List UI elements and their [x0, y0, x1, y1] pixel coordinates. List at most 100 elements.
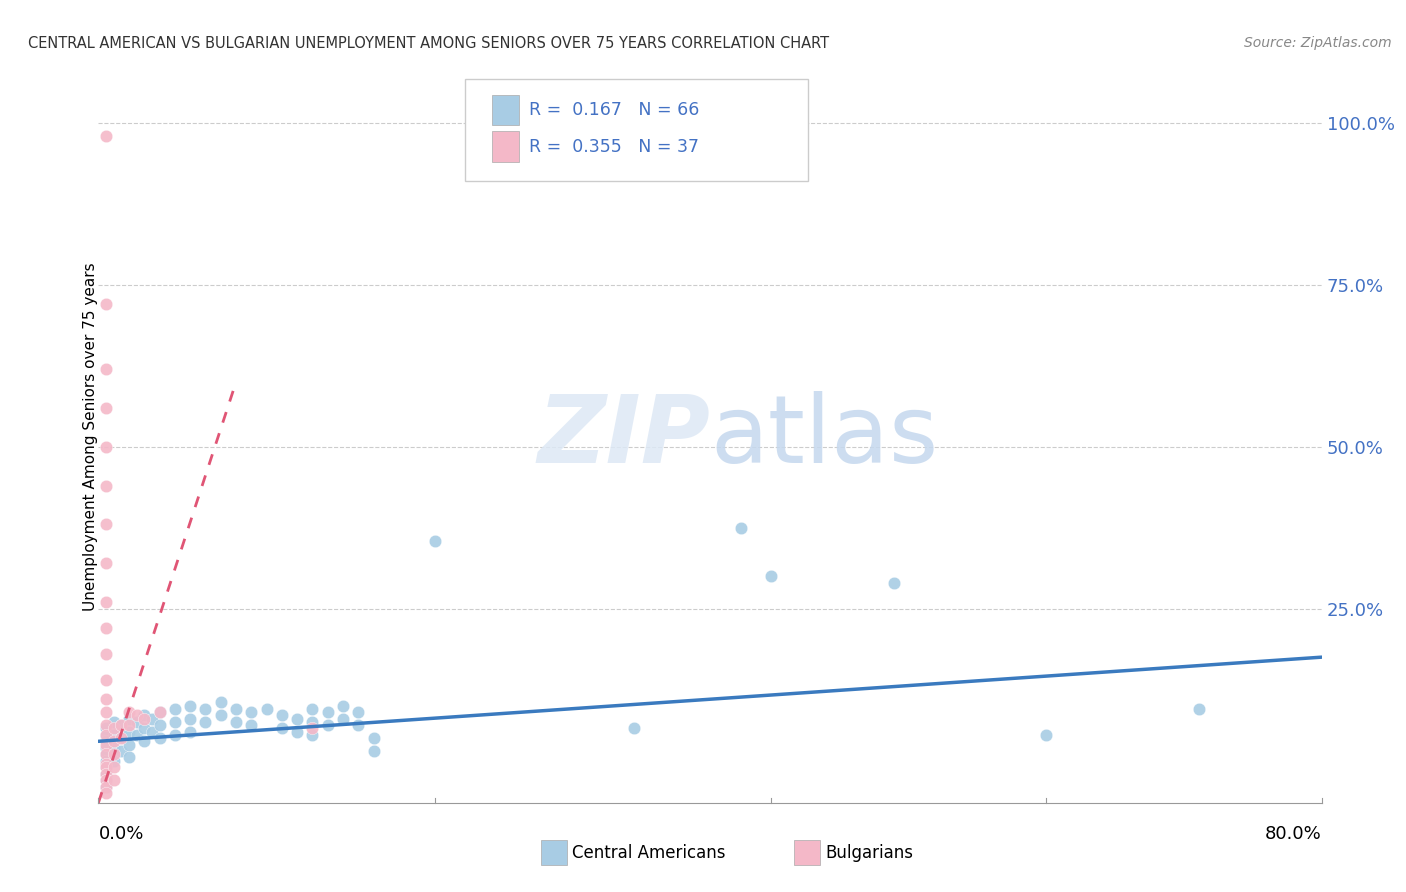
Point — [363, 731, 385, 745]
Point — [103, 773, 125, 788]
Point — [179, 712, 201, 726]
Point — [149, 705, 172, 719]
Point — [225, 702, 247, 716]
Point — [118, 712, 141, 726]
Point — [1035, 728, 1057, 742]
Point — [94, 786, 117, 800]
Point — [110, 718, 132, 732]
Point — [623, 722, 645, 736]
Point — [316, 718, 339, 732]
Point — [94, 621, 117, 635]
Point — [94, 692, 117, 706]
FancyBboxPatch shape — [465, 78, 808, 181]
Point — [103, 754, 125, 768]
Point — [134, 708, 156, 723]
Text: 80.0%: 80.0% — [1265, 825, 1322, 843]
Point — [759, 569, 782, 583]
FancyBboxPatch shape — [492, 95, 519, 126]
Point — [179, 698, 201, 713]
Point — [94, 297, 117, 311]
Point — [194, 702, 217, 716]
Point — [94, 718, 117, 732]
Point — [110, 731, 132, 745]
Point — [134, 712, 156, 726]
Point — [134, 734, 156, 748]
Point — [94, 760, 117, 774]
Point — [883, 575, 905, 590]
Point — [134, 722, 156, 736]
Point — [110, 744, 132, 758]
Point — [149, 731, 172, 745]
Point — [149, 705, 172, 719]
Point — [423, 533, 446, 548]
Point — [103, 760, 125, 774]
Point — [110, 731, 132, 745]
Point — [94, 756, 117, 771]
Point — [94, 747, 117, 762]
FancyBboxPatch shape — [492, 131, 519, 162]
Point — [179, 724, 201, 739]
Text: ZIP: ZIP — [537, 391, 710, 483]
Point — [285, 712, 308, 726]
Point — [94, 362, 117, 376]
Point — [94, 517, 117, 532]
Point — [110, 718, 132, 732]
Text: atlas: atlas — [710, 391, 938, 483]
Point — [94, 673, 117, 687]
Point — [141, 724, 163, 739]
Point — [141, 712, 163, 726]
Point — [94, 401, 117, 415]
Point — [94, 722, 117, 736]
Point — [94, 738, 117, 752]
Point — [94, 740, 117, 755]
Point — [270, 722, 292, 736]
Point — [94, 440, 117, 454]
Point — [94, 766, 117, 780]
Text: Source: ZipAtlas.com: Source: ZipAtlas.com — [1244, 36, 1392, 50]
Point — [301, 714, 323, 729]
Point — [125, 708, 148, 723]
Point — [94, 728, 117, 742]
Text: 0.0%: 0.0% — [98, 825, 143, 843]
Point — [163, 728, 186, 742]
Point — [209, 708, 232, 723]
Point — [94, 478, 117, 492]
Point — [94, 754, 117, 768]
Point — [94, 129, 117, 144]
Text: Bulgarians: Bulgarians — [825, 844, 914, 862]
Point — [94, 647, 117, 661]
Point — [103, 740, 125, 755]
Point — [270, 708, 292, 723]
Point — [163, 714, 186, 729]
Text: R =  0.355   N = 37: R = 0.355 N = 37 — [529, 137, 699, 156]
Point — [103, 734, 125, 748]
Point — [149, 718, 172, 732]
Point — [125, 728, 148, 742]
Point — [94, 747, 117, 762]
Point — [301, 728, 323, 742]
Point — [163, 702, 186, 716]
Point — [103, 714, 125, 729]
Point — [94, 780, 117, 794]
Point — [316, 705, 339, 719]
Text: CENTRAL AMERICAN VS BULGARIAN UNEMPLOYMENT AMONG SENIORS OVER 75 YEARS CORRELATI: CENTRAL AMERICAN VS BULGARIAN UNEMPLOYME… — [28, 36, 830, 51]
Y-axis label: Unemployment Among Seniors over 75 years: Unemployment Among Seniors over 75 years — [83, 263, 97, 611]
Point — [240, 705, 263, 719]
Point — [103, 747, 125, 762]
Point — [125, 714, 148, 729]
Point — [332, 712, 354, 726]
Point — [285, 724, 308, 739]
Point — [225, 714, 247, 729]
Point — [118, 738, 141, 752]
Point — [347, 705, 370, 719]
Point — [301, 722, 323, 736]
Point — [94, 728, 117, 742]
Point — [94, 773, 117, 788]
Point — [103, 728, 125, 742]
Point — [94, 780, 117, 794]
Point — [94, 773, 117, 788]
Point — [94, 557, 117, 571]
Point — [94, 760, 117, 774]
Point — [194, 714, 217, 729]
Point — [103, 722, 125, 736]
